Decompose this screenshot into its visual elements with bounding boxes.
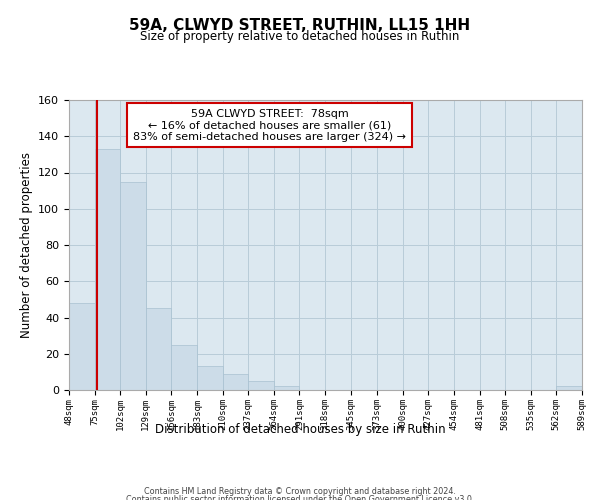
Bar	[248, 381, 274, 390]
Bar	[95, 149, 120, 390]
Bar	[69, 303, 95, 390]
Text: 59A, CLWYD STREET, RUTHIN, LL15 1HH: 59A, CLWYD STREET, RUTHIN, LL15 1HH	[130, 18, 470, 32]
Text: 59A CLWYD STREET:  78sqm
← 16% of detached houses are smaller (61)
83% of semi-d: 59A CLWYD STREET: 78sqm ← 16% of detache…	[133, 108, 406, 142]
Text: Distribution of detached houses by size in Ruthin: Distribution of detached houses by size …	[155, 422, 445, 436]
Bar	[274, 386, 299, 390]
Bar	[223, 374, 248, 390]
Text: Size of property relative to detached houses in Ruthin: Size of property relative to detached ho…	[140, 30, 460, 43]
Bar	[120, 182, 146, 390]
Bar	[172, 344, 197, 390]
Bar	[556, 386, 582, 390]
Text: Contains HM Land Registry data © Crown copyright and database right 2024.: Contains HM Land Registry data © Crown c…	[144, 488, 456, 496]
Bar	[146, 308, 172, 390]
Text: Contains public sector information licensed under the Open Government Licence v3: Contains public sector information licen…	[126, 495, 474, 500]
Y-axis label: Number of detached properties: Number of detached properties	[20, 152, 32, 338]
Bar	[197, 366, 223, 390]
